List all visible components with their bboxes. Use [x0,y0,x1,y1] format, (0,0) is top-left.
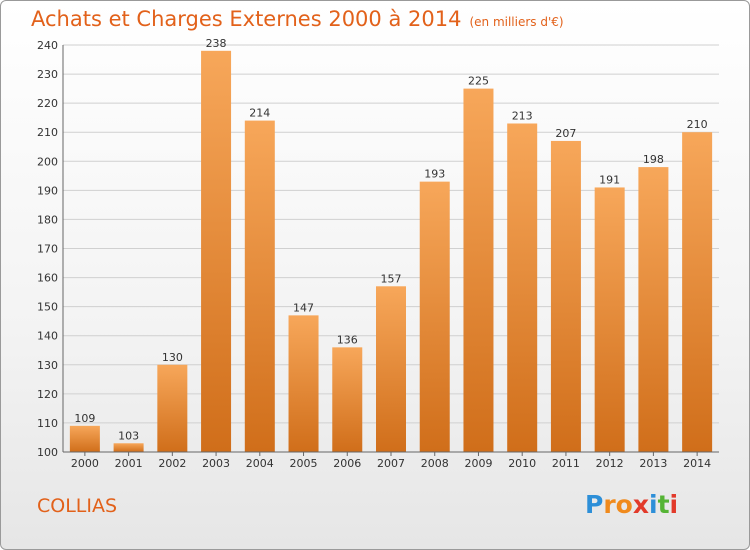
y-tick-label: 130 [37,359,58,372]
y-tick-label: 140 [37,330,58,343]
x-axis-tick-labels: 2000 2001 2002 2003 2004 2005 2006 2007 2008 2009… [71,452,711,470]
logo-letter: x [632,490,649,519]
chart-title: Achats et Charges Externes 2000 à 2014 (e… [31,7,564,31]
logo-letter: o [615,490,633,519]
axes [62,45,719,453]
bars [69,50,713,453]
bar-2009 [463,88,494,452]
chart-title-unit: (en milliers d'€) [469,15,564,29]
y-tick-label: 190 [37,184,58,197]
proxiti-logo: Proxiti [585,490,678,519]
bar-value-label: 103 [118,429,139,442]
logo-letter: i [669,490,679,519]
x-tick-label: 2004 [246,457,274,470]
bar-2013 [638,167,669,452]
bar-value-label: 238 [206,37,227,50]
y-tick-label: 160 [37,272,58,285]
bar-2003 [201,50,232,453]
x-tick-label: 2010 [508,457,536,470]
y-tick-label: 220 [37,97,58,110]
bar-value-label: 214 [249,107,270,120]
x-tick-label: 2009 [464,457,492,470]
x-tick-label: 2005 [290,457,318,470]
bar-2000 [69,425,100,452]
logo-letter: r [603,490,616,519]
logo-letter: i [649,490,658,519]
bar-value-label: 198 [643,153,664,166]
x-tick-label: 2006 [333,457,361,470]
x-tick-label: 2002 [158,457,186,470]
y-tick-label: 210 [37,126,58,139]
bar-2011 [550,140,581,452]
bar-2002 [157,364,188,452]
bar-value-label: 130 [162,351,183,364]
y-tick-label: 230 [37,68,58,81]
bar-value-label: 191 [599,173,620,186]
bar-2008 [419,181,450,452]
bar-2007 [376,286,406,452]
bar-2004 [244,120,275,452]
bar-2006 [332,347,363,452]
x-tick-label: 2008 [421,457,449,470]
y-tick-label: 200 [37,155,58,168]
bar-2010 [507,123,538,452]
y-tick-label: 150 [37,301,58,314]
y-tick-label: 100 [37,446,58,459]
bar-value-label: 109 [74,412,95,425]
bar-2001 [113,443,144,452]
bar-2005 [288,315,319,452]
chart-title-text: Achats et Charges Externes 2000 à 2014 [31,7,462,31]
bar-value-label: 213 [512,109,533,122]
y-tick-label: 110 [37,417,58,430]
bar-2012 [594,187,625,452]
logo-letter: P [585,490,604,519]
x-tick-label: 2013 [639,457,667,470]
y-axis-tick-labels: 100 110 120 130 140 150 160 170 180 190 200 210 220 2… [37,39,58,459]
x-tick-label: 2007 [377,457,405,470]
x-tick-label: 2014 [683,457,711,470]
location-label: COLLIAS [37,495,118,517]
bar-value-label: 136 [337,333,358,346]
bar-value-label: 157 [381,272,402,285]
bar-value-label: 210 [687,118,708,131]
y-tick-label: 180 [37,213,58,226]
bar-value-label: 225 [468,75,489,88]
bar-value-label: 147 [293,301,314,314]
bar-2014 [682,132,713,452]
x-tick-label: 2001 [115,457,143,470]
bar-value-label: 193 [424,168,445,181]
bar-value-label: 207 [555,127,576,140]
x-tick-label: 2011 [552,457,580,470]
y-tick-label: 120 [37,388,58,401]
y-tick-label: 240 [37,39,58,52]
y-tick-label: 170 [37,243,58,256]
bar-value-labels: 109 103 130 238 214 147 136 157 193 225 213 207 191 1… [74,37,707,442]
x-tick-label: 2000 [71,457,99,470]
x-tick-label: 2012 [596,457,624,470]
x-tick-label: 2003 [202,457,230,470]
logo-letter: t [657,490,670,519]
